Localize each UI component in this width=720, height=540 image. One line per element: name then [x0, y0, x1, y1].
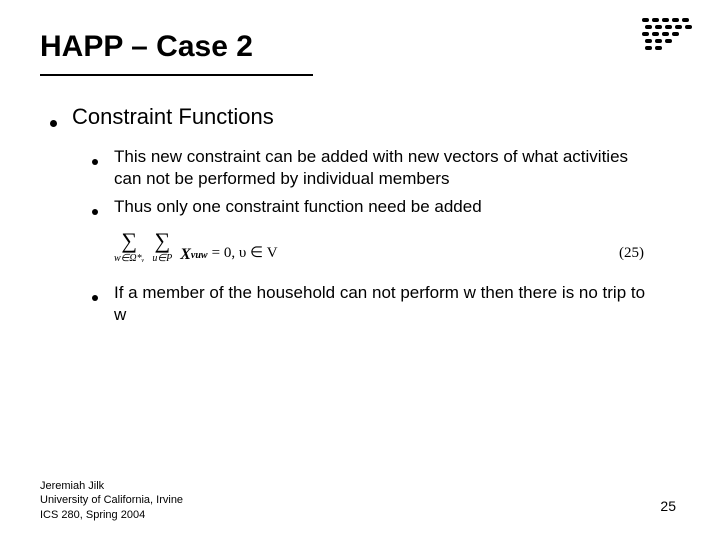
level2-text: This new constraint can be added with ne… — [114, 146, 650, 190]
corner-decoration — [642, 18, 692, 53]
equation: ∑ w∈Ω*ᵥ ∑ u∈P Xvuw = 0, υ ∈ V — [114, 230, 278, 264]
bullet-level2: Thus only one constraint function need b… — [92, 196, 650, 218]
footer: Jeremiah Jilk University of California, … — [40, 479, 183, 522]
level1-text: Constraint Functions — [72, 104, 274, 130]
equation-row: ∑ w∈Ω*ᵥ ∑ u∈P Xvuw = 0, υ ∈ V (25) — [114, 230, 644, 264]
bullet-level2: If a member of the household can not per… — [92, 282, 650, 326]
page-number: 25 — [660, 498, 676, 514]
equation-tail: = 0, υ ∈ V — [212, 243, 278, 262]
equation-number: (25) — [619, 245, 644, 262]
bullet-level2: This new constraint can be added with ne… — [92, 146, 650, 190]
slide-title: HAPP – Case 2 — [40, 30, 313, 76]
level2-text: If a member of the household can not per… — [114, 282, 650, 326]
bullet-level1: Constraint Functions — [50, 104, 680, 130]
level2-text: Thus only one constraint function need b… — [114, 196, 482, 218]
